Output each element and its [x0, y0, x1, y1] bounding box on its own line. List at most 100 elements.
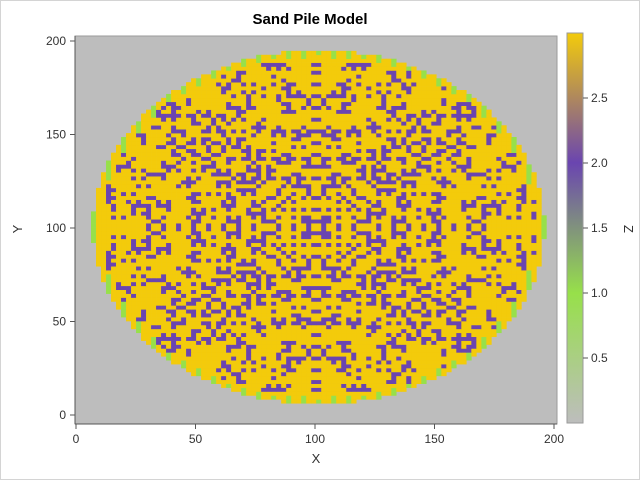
sandpile-cell: [461, 332, 467, 337]
sandpile-cell: [456, 340, 462, 345]
sandpile-cell: [111, 274, 117, 279]
sandpile-cell: [271, 195, 277, 200]
sandpile-cell: [521, 277, 527, 283]
sandpile-cell: [396, 184, 402, 189]
sandpile-cell: [151, 164, 157, 169]
sandpile-cell: [406, 258, 412, 263]
sandpile-cell: [296, 391, 302, 396]
sandpile-cell: [321, 301, 327, 306]
sandpile-cell: [226, 234, 232, 240]
sandpile-cell: [261, 313, 267, 318]
sandpile-cell: [176, 176, 182, 181]
sandpile-cell: [191, 164, 197, 169]
sandpile-cell: [131, 160, 137, 165]
sandpile-cell: [156, 254, 162, 259]
sandpile-cell: [266, 215, 272, 220]
sandpile-cell: [371, 152, 377, 157]
sandpile-cell: [451, 266, 457, 271]
sandpile-cell: [521, 254, 527, 259]
sandpile-cell: [236, 277, 242, 283]
sandpile-cell: [381, 305, 387, 310]
sandpile-cell: [316, 301, 322, 306]
sandpile-cell: [166, 148, 172, 153]
sandpile-cell: [236, 360, 242, 365]
sandpile-cell: [376, 313, 382, 318]
sandpile-cell: [381, 371, 387, 377]
sandpile-cell: [216, 176, 222, 181]
sandpile-cell: [361, 219, 367, 224]
sandpile-cell: [216, 285, 222, 291]
sandpile-cell: [196, 164, 202, 169]
sandpile-cell: [486, 297, 492, 302]
sandpile-cell: [326, 238, 332, 244]
sandpile-cell: [476, 195, 482, 200]
sandpile-cell: [431, 234, 437, 240]
sandpile-cell: [166, 156, 172, 161]
sandpile-cell: [176, 270, 182, 275]
sandpile-cell: [136, 258, 142, 263]
sandpile-cell: [516, 230, 522, 236]
sandpile-cell: [311, 395, 317, 400]
sandpile-cell: [296, 172, 302, 177]
sandpile-cell: [256, 195, 262, 200]
sandpile-cell: [126, 152, 132, 157]
sandpile-cell: [271, 254, 277, 259]
sandpile-cell: [526, 199, 532, 204]
sandpile-cell: [216, 211, 222, 216]
sandpile-cell: [276, 277, 282, 283]
sandpile-cell: [296, 336, 302, 341]
sandpile-cell: [456, 305, 462, 310]
sandpile-cell: [296, 321, 302, 326]
sandpile-cell: [341, 191, 347, 197]
sandpile-cell: [386, 332, 392, 337]
sandpile-cell: [331, 144, 337, 150]
sandpile-cell: [336, 223, 342, 228]
sandpile-cell: [306, 348, 312, 353]
sandpile-cell: [231, 324, 237, 330]
sandpile-cell: [261, 340, 267, 345]
sandpile-cell: [426, 371, 432, 377]
sandpile-cell: [431, 164, 437, 169]
sandpile-cell: [386, 215, 392, 220]
sandpile-cell: [351, 176, 357, 181]
sandpile-cell: [216, 242, 222, 247]
sandpile-cell: [386, 313, 392, 318]
sandpile-cell: [211, 254, 217, 259]
sandpile-cell: [381, 184, 387, 189]
sandpile-cell: [271, 371, 277, 377]
sandpile-cell: [206, 223, 212, 228]
sandpile-cell: [511, 195, 517, 200]
sandpile-cell: [386, 281, 392, 287]
sandpile-cell: [521, 195, 527, 200]
sandpile-cell: [146, 227, 152, 232]
sandpile-cell: [256, 207, 262, 212]
sandpile-cell: [211, 266, 217, 271]
sandpile-cell: [261, 371, 267, 377]
sandpile-cell: [101, 262, 107, 267]
sandpile-cell: [336, 184, 342, 189]
sandpile-cell: [221, 321, 227, 326]
sandpile-cell: [436, 360, 442, 365]
sandpile-cell: [226, 160, 232, 165]
sandpile-cell: [191, 211, 197, 216]
sandpile-cell: [451, 207, 457, 212]
sandpile-cell: [461, 250, 467, 255]
sandpile-cell: [241, 191, 247, 197]
sandpile-cell: [241, 317, 247, 322]
sandpile-cell: [101, 258, 107, 263]
sandpile-cell: [346, 277, 352, 283]
sandpile-cell: [246, 281, 252, 287]
sandpile-cell: [186, 227, 192, 232]
sandpile-cell: [256, 309, 262, 314]
sandpile-cell: [391, 187, 397, 193]
sandpile-cell: [171, 336, 177, 341]
sandpile-cell: [261, 242, 267, 247]
sandpile-cell: [166, 242, 172, 247]
sandpile-cell: [341, 238, 347, 244]
sandpile-cell: [131, 238, 137, 244]
sandpile-cell: [466, 277, 472, 283]
sandpile-cell: [281, 281, 287, 287]
sandpile-cell: [431, 356, 437, 361]
sandpile-cell: [206, 356, 212, 361]
sandpile-cell: [276, 148, 282, 153]
